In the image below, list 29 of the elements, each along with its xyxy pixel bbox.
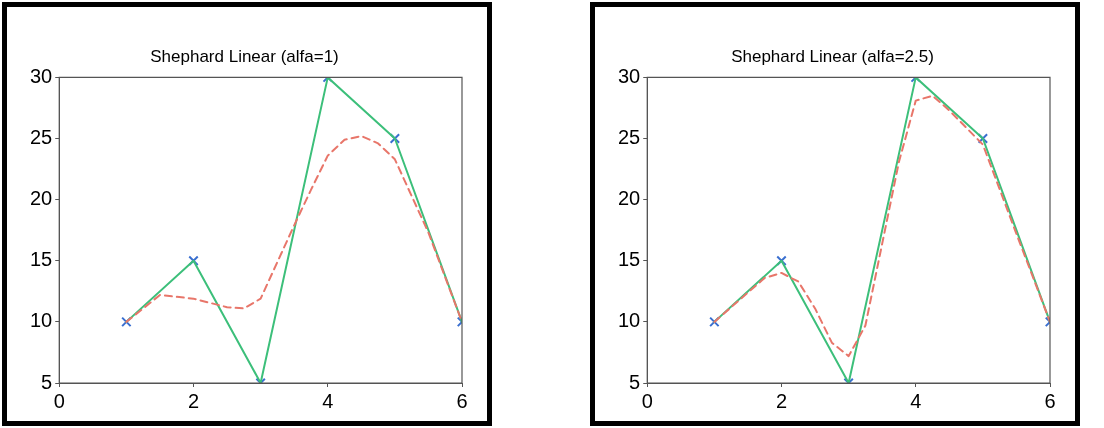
point — [977, 133, 989, 144]
y-tick-label: 25 — [30, 126, 53, 149]
x-tick-label: 4 — [910, 389, 922, 412]
chart-title: Shephard Linear (alfa=2.5) — [731, 46, 934, 66]
y-tick-label: 5 — [41, 370, 53, 393]
point — [776, 255, 787, 266]
x-tick-label: 6 — [456, 389, 468, 412]
x-tick-label: 2 — [775, 389, 788, 412]
y-tick-label: 15 — [30, 248, 53, 271]
point — [188, 255, 199, 266]
y-tick-label: 20 — [30, 187, 53, 210]
x-tick-label: 2 — [187, 389, 200, 412]
line-series — [125, 135, 462, 323]
point — [709, 316, 720, 328]
y-tick-label: 5 — [629, 370, 641, 393]
y-tick-label: 30 — [30, 64, 53, 87]
y-tick-label: 30 — [618, 64, 641, 87]
y-tick-label: 15 — [618, 248, 641, 271]
x-tick-label: 0 — [53, 389, 65, 412]
y-tick-label: 20 — [618, 187, 641, 210]
chart-title: Shephard Linear (alfa=1) — [150, 46, 339, 66]
y-tick-label: 25 — [618, 126, 641, 149]
x-tick-label: 0 — [641, 389, 653, 412]
y-tick-label: 10 — [30, 309, 53, 332]
y-tick-label: 10 — [618, 309, 641, 332]
point — [121, 316, 132, 328]
point — [389, 133, 401, 144]
x-tick-label: 4 — [322, 389, 334, 412]
x-tick-label: 6 — [1044, 389, 1056, 412]
